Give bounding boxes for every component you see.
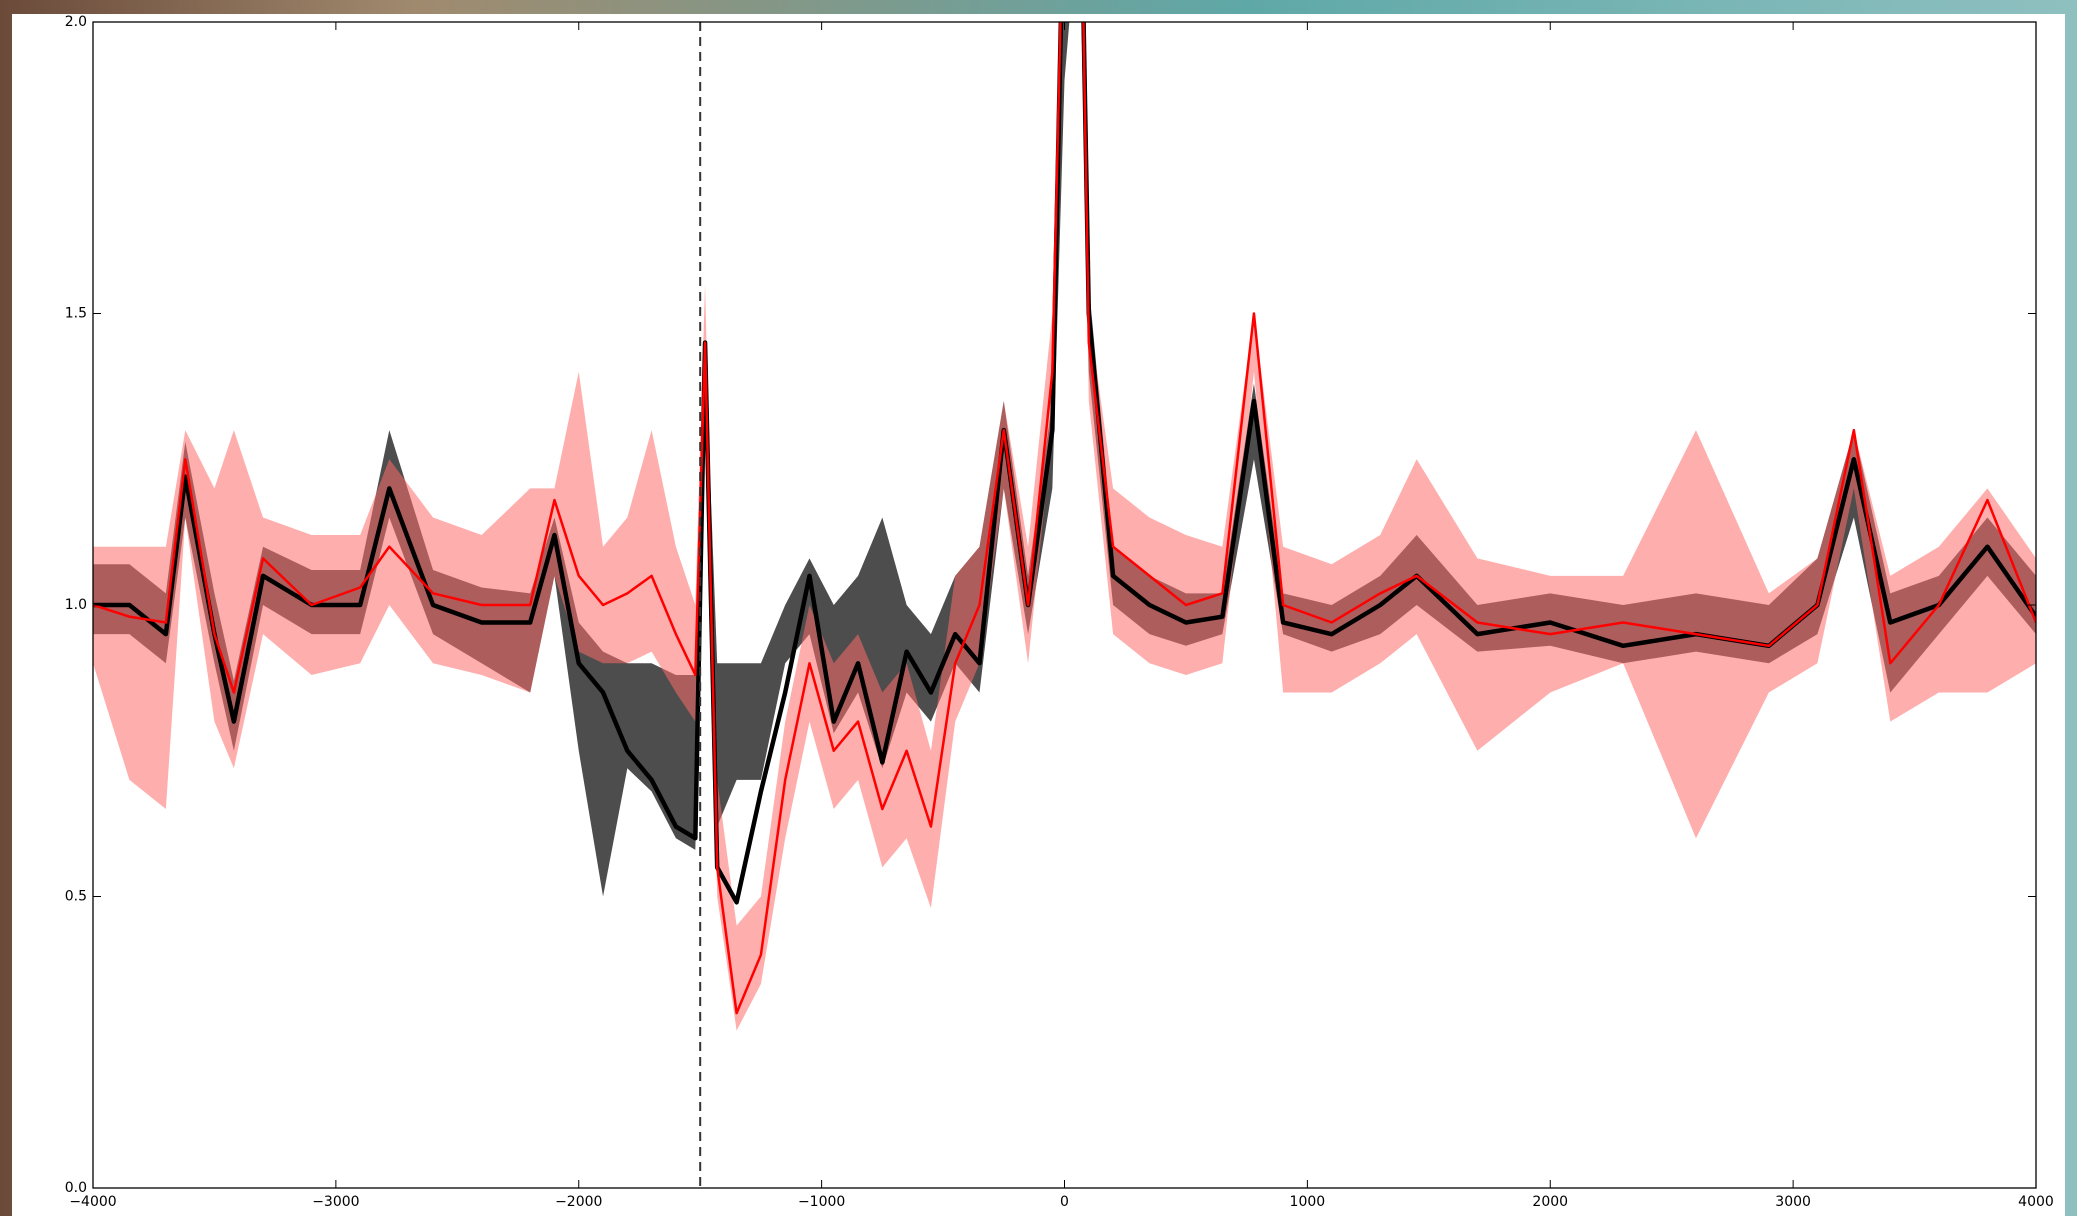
plot-area	[93, 0, 2036, 1188]
x-tick-label: 3000	[1775, 1194, 1811, 1210]
error-band	[93, 0, 2036, 897]
y-tick-label: 1.0	[65, 597, 87, 613]
y-tick-label: 2.0	[65, 14, 87, 30]
series-line	[93, 0, 2036, 902]
chart: −4000 −3000 −2000 −1000 0 1000 2000 3000 4000 0.0…	[0, 0, 2077, 1216]
x-tick-label: 0	[1060, 1194, 1069, 1210]
x-tick-label: −3000	[312, 1194, 359, 1210]
x-tick-label: 2000	[1532, 1194, 1568, 1210]
x-tick-label: −1000	[798, 1194, 845, 1210]
x-tick-label: −2000	[555, 1194, 602, 1210]
page: {"chart_data": {"type": "line", "x": [-4…	[0, 0, 2077, 1216]
y-tick-label: 1.5	[65, 306, 87, 322]
x-tick-label: 1000	[1290, 1194, 1326, 1210]
x-tick-label: 4000	[2018, 1194, 2054, 1210]
x-tick-label: −4000	[69, 1194, 116, 1210]
y-tick-label: 0.5	[65, 889, 87, 905]
y-tick-label: 0.0	[65, 1180, 87, 1196]
